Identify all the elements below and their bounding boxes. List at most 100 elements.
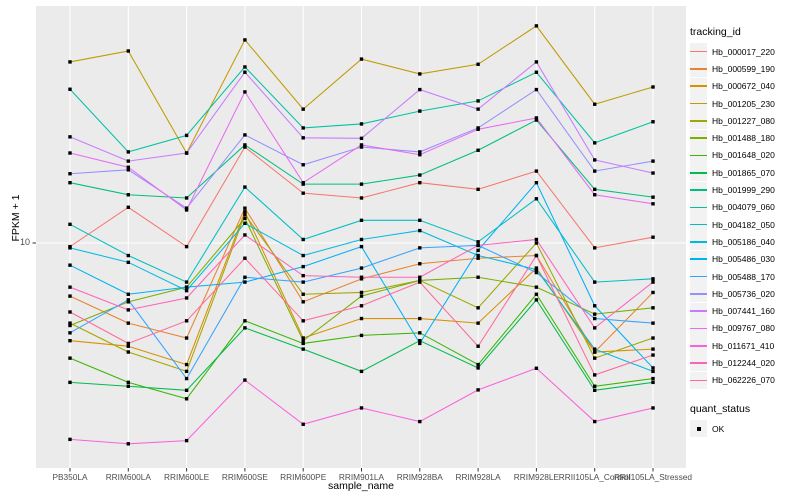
legend-line-icon <box>690 85 707 88</box>
x-tick-label: RRIM928LA <box>455 472 501 482</box>
legend-key-swatch <box>690 216 707 234</box>
data-point <box>301 280 305 284</box>
data-point <box>184 288 189 293</box>
legend: tracking_id Hb_000017_220 Hb_000599_190 Hb… <box>690 26 798 438</box>
legend-title-quant-status: quant_status <box>690 402 751 415</box>
legend-key-swatch <box>690 319 707 337</box>
legend-key-swatch <box>690 95 707 113</box>
data-point <box>184 438 189 443</box>
data-point <box>534 285 539 289</box>
data-point <box>301 341 305 346</box>
data-point <box>359 136 364 141</box>
data-point <box>593 316 597 321</box>
data-point <box>126 165 130 169</box>
data-point <box>476 256 480 260</box>
legend-item-Hb_004182_050: Hb_004182_050 <box>690 216 798 234</box>
data-point <box>184 285 189 289</box>
data-point <box>126 308 130 312</box>
data-point <box>243 256 247 260</box>
data-point <box>593 373 597 377</box>
data-point <box>651 369 655 374</box>
data-point <box>534 24 539 28</box>
data-point <box>243 275 247 279</box>
data-point <box>184 362 189 367</box>
data-point <box>243 280 247 284</box>
data-point <box>359 143 364 147</box>
data-point <box>651 321 655 325</box>
data-point <box>184 196 189 200</box>
legend-item-label: Hb_001205_230 <box>712 98 775 109</box>
data-point <box>68 172 72 176</box>
data-point <box>593 350 597 354</box>
data-point <box>243 65 247 69</box>
legend-key-swatch <box>690 371 707 389</box>
data-point <box>184 397 189 401</box>
data-point <box>476 248 480 253</box>
data-point <box>651 120 655 124</box>
legend-item-Hb_001488_180: Hb_001488_180 <box>690 129 798 147</box>
data-point <box>651 366 655 370</box>
legend-line-icon <box>690 68 707 70</box>
data-point <box>418 218 422 223</box>
data-point <box>184 388 189 393</box>
legend-item-Hb_005488_170: Hb_005488_170 <box>690 268 798 285</box>
data-point <box>534 60 539 64</box>
data-point <box>184 280 189 284</box>
data-point <box>534 366 539 370</box>
data-point <box>68 246 72 250</box>
data-point <box>126 49 130 53</box>
data-point <box>651 306 655 310</box>
data-point <box>359 406 364 410</box>
data-point <box>126 168 130 172</box>
data-point <box>301 107 305 111</box>
data-point <box>651 336 655 340</box>
data-point <box>418 262 422 266</box>
legend-key-swatch <box>690 285 707 303</box>
data-point <box>68 310 72 314</box>
data-point <box>593 158 597 162</box>
data-point <box>534 298 539 302</box>
data-point <box>593 419 597 424</box>
legend-key-swatch <box>690 164 707 182</box>
legend-item-label: Hb_000017_220 <box>712 46 775 57</box>
data-point <box>534 116 539 120</box>
data-point <box>651 406 655 410</box>
black-square-point-icon <box>696 426 701 431</box>
data-point <box>476 62 480 66</box>
legend-key-swatch <box>690 337 707 355</box>
data-point <box>418 72 422 76</box>
data-point <box>476 253 480 258</box>
legend-line-icon <box>690 189 707 191</box>
data-point <box>476 243 480 248</box>
data-point <box>184 133 189 138</box>
data-point <box>68 356 72 360</box>
legend-item-Hb_000672_040: Hb_000672_040 <box>690 77 798 95</box>
legend-item-label: Hb_004182_050 <box>712 219 775 230</box>
data-point <box>418 331 422 335</box>
data-point <box>651 347 655 351</box>
legend-line-icon <box>690 137 707 139</box>
data-point <box>418 341 422 346</box>
data-point <box>126 150 130 154</box>
data-point <box>126 384 130 388</box>
legend-item-Hb_001865_070: Hb_001865_070 <box>690 164 798 182</box>
legend-item-Hb_005186_040: Hb_005186_040 <box>690 233 798 251</box>
legend-item-label: Hb_000672_040 <box>712 81 775 92</box>
data-point <box>651 376 655 381</box>
data-point <box>359 57 364 61</box>
legend-line-icon <box>690 102 707 105</box>
data-point <box>301 126 305 130</box>
data-point <box>126 380 130 385</box>
data-point <box>534 87 539 92</box>
data-point <box>651 159 655 163</box>
data-point <box>68 323 72 328</box>
data-point <box>418 109 422 113</box>
data-point <box>68 135 72 139</box>
legend-key-swatch <box>690 146 707 164</box>
legend-item-label: Hb_005486_030 <box>712 254 775 265</box>
legend-item-label: Hb_012244_020 <box>712 357 775 368</box>
data-point <box>68 321 72 325</box>
legend-line-icon <box>690 154 707 157</box>
data-point <box>476 362 480 367</box>
data-point <box>593 304 597 308</box>
